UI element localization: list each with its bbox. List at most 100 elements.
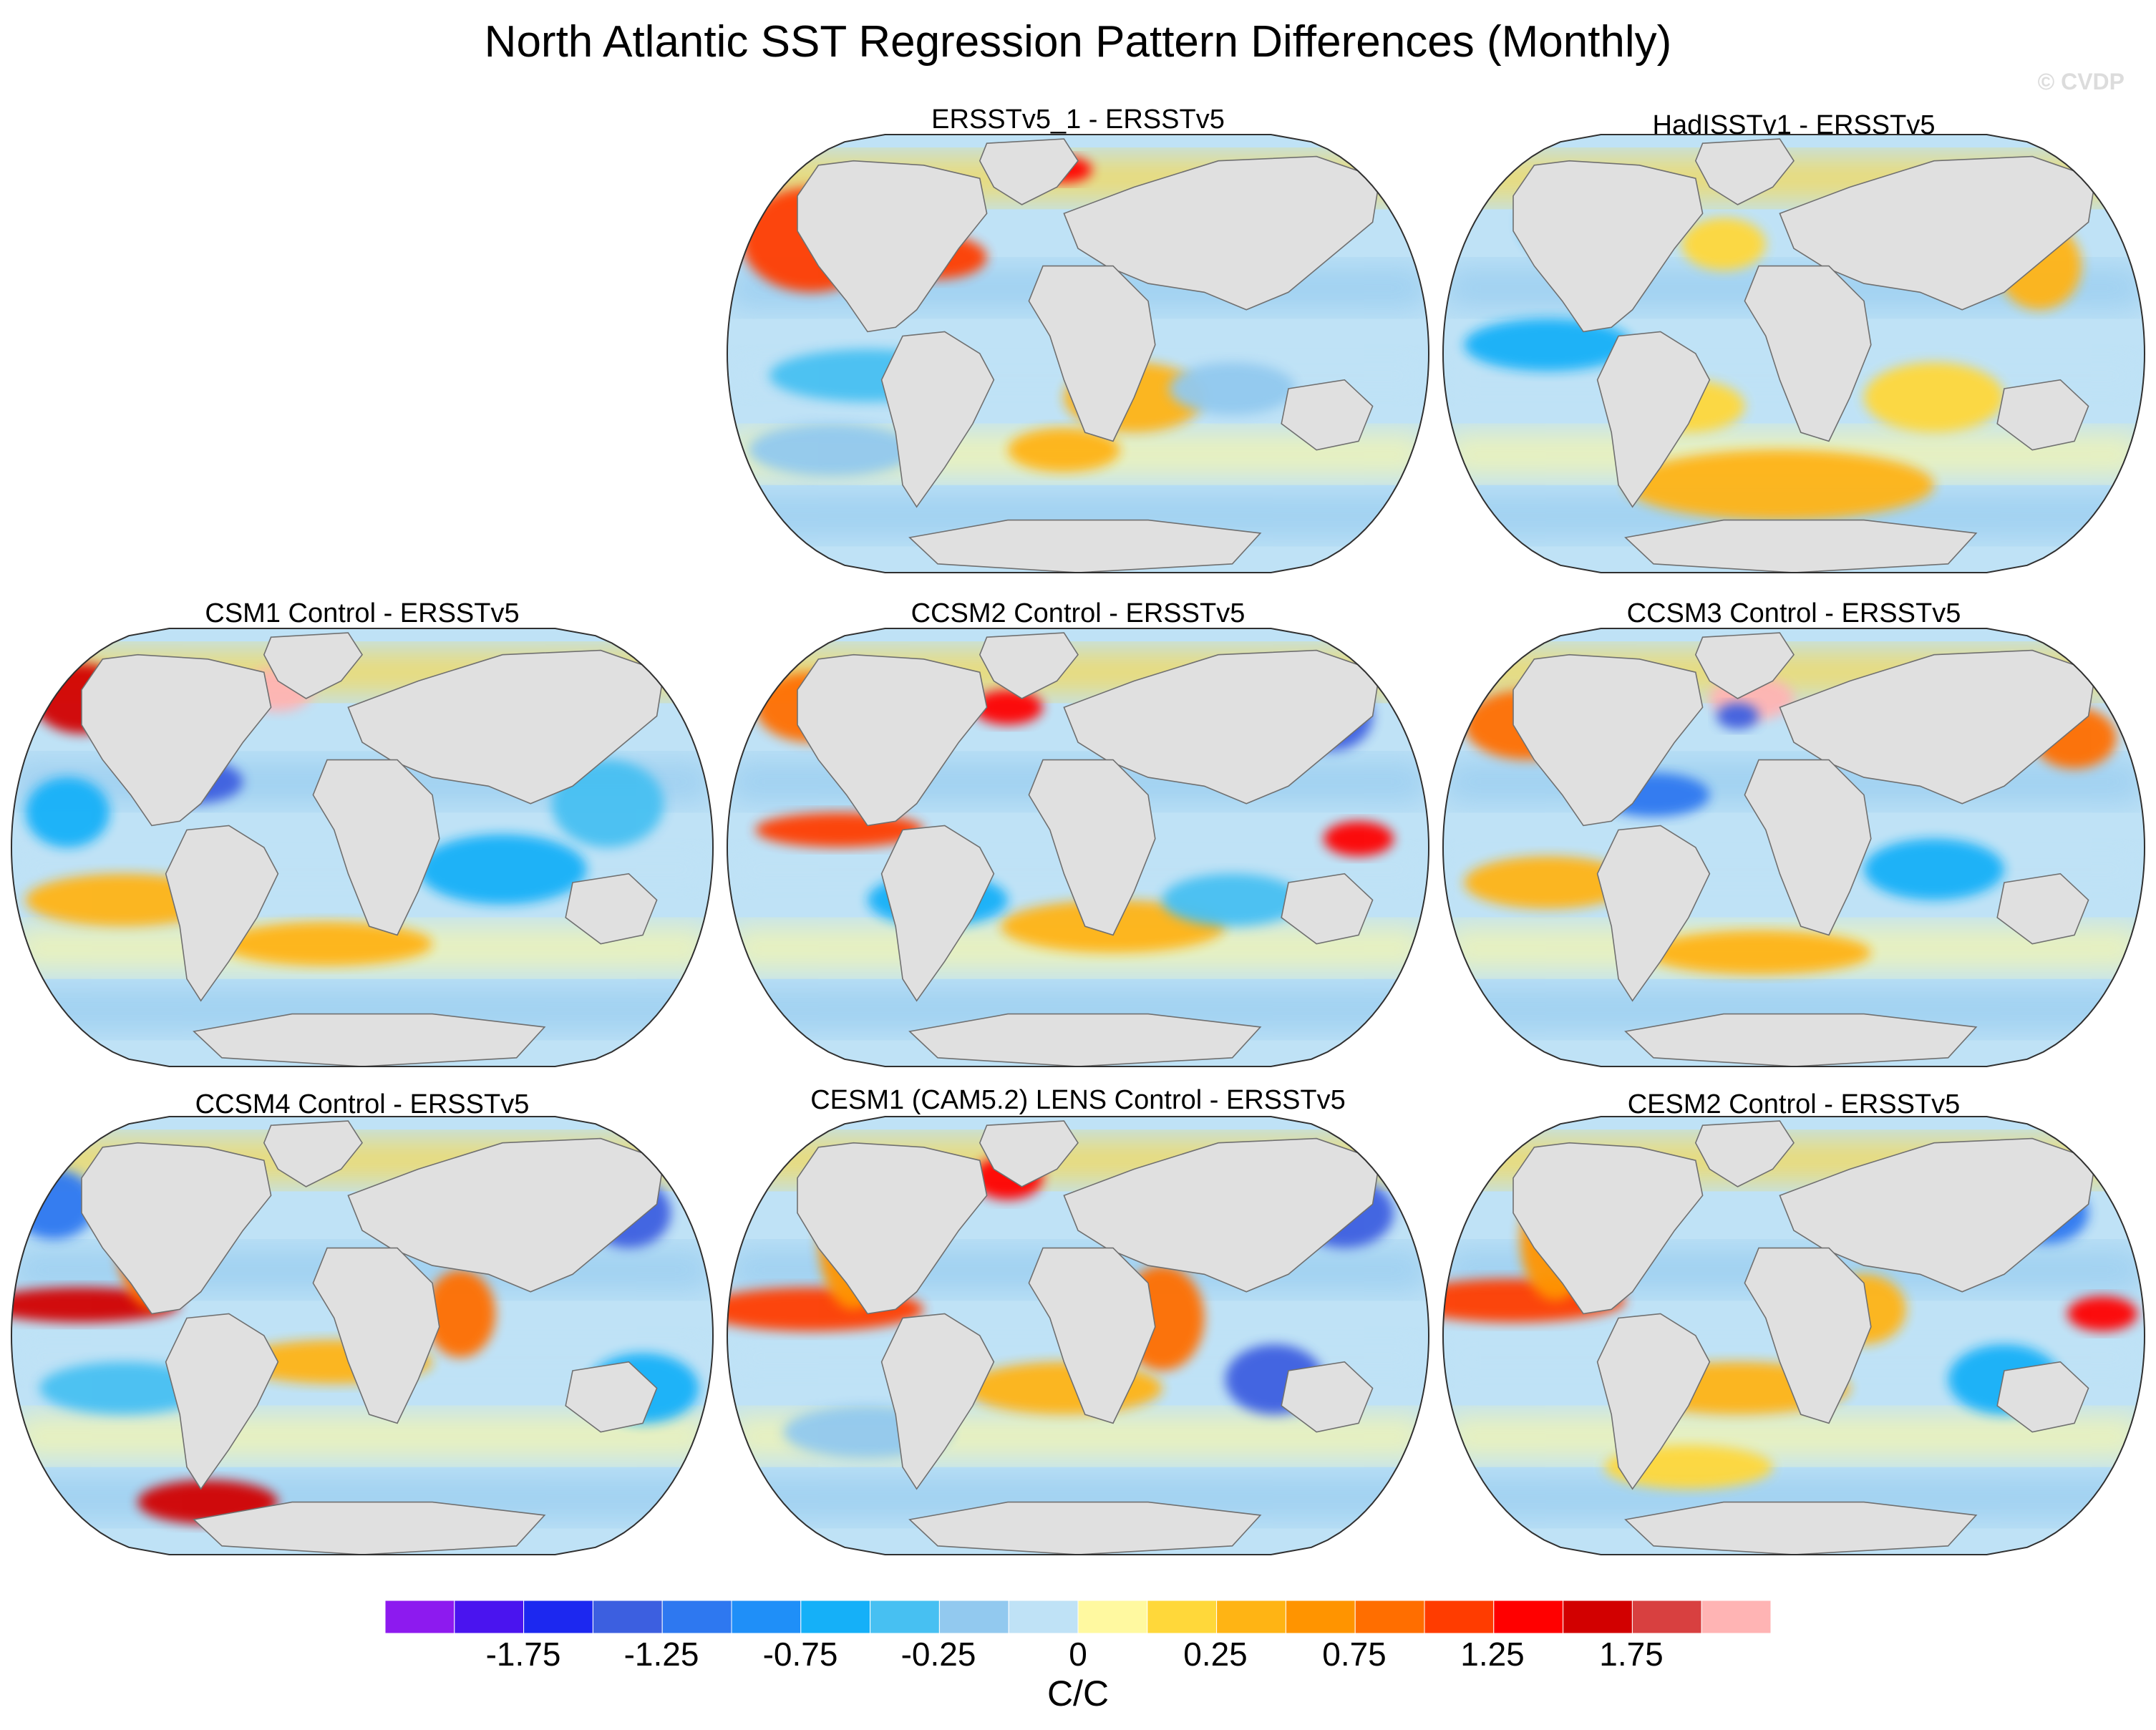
sst-anomaly-region (39, 1361, 208, 1415)
colorbar-box (1493, 1600, 1564, 1634)
colorbar-box (938, 1600, 1009, 1634)
colorbar-box (523, 1600, 593, 1634)
map-panels-layer (10, 134, 2146, 1555)
land-mass (565, 1361, 658, 1433)
sst-anomaly-region (1716, 703, 1759, 729)
colorbar-box (592, 1600, 663, 1634)
panel-title-cesm1-lens: CESM1 (CAM5.2) LENS Control - ERSSTv5 (810, 1085, 1346, 1115)
sst-anomaly-region (222, 922, 432, 966)
land-mass (263, 1120, 363, 1187)
sst-anomaly-region (1646, 930, 1871, 975)
land-mass (908, 1013, 1262, 1066)
map-border (1442, 628, 2146, 1067)
colorbar-tick-label: 1.75 (1599, 1636, 1664, 1673)
colorbar-box (1563, 1600, 1633, 1634)
colorbar-box (1424, 1600, 1495, 1634)
colorbar-tick-label: -0.75 (762, 1636, 838, 1673)
colorbar-box (731, 1600, 802, 1634)
sst-anomaly-region (1625, 449, 1934, 520)
panel-title-ccsm4: CCSM4 Control - ERSSTv5 (195, 1089, 530, 1119)
land-mass (908, 1501, 1262, 1555)
map-panel (10, 1116, 714, 1555)
land-mass (1694, 632, 1795, 699)
map-border (10, 1116, 714, 1555)
panel-title-csm1: CSM1 Control - ERSSTv5 (205, 598, 520, 628)
land-mass (1281, 873, 1374, 945)
land-mass (565, 873, 658, 945)
panel-title-cesm2: CESM2 Control - ERSSTv5 (1627, 1089, 1961, 1119)
land-mass (979, 1120, 1079, 1187)
land-mass (1281, 379, 1374, 451)
sst-anomaly-region (425, 1270, 496, 1358)
land-mass (1744, 265, 1872, 442)
land-mass (1512, 653, 1704, 827)
land-mass (1512, 160, 1704, 333)
map-panel (10, 628, 714, 1067)
colorbar-box (1216, 1600, 1286, 1634)
land-mass (908, 519, 1262, 573)
sst-anomaly-region (973, 689, 1043, 725)
land-mass (312, 1247, 440, 1424)
land-mass (797, 1142, 988, 1315)
colorbar-box (800, 1600, 871, 1634)
land-mass (880, 331, 995, 508)
land-mass (1596, 1313, 1711, 1490)
sst-anomaly-region (1464, 856, 1633, 909)
sst-anomaly-region (1162, 873, 1303, 927)
land-mass (81, 653, 272, 827)
colorbar-box (1631, 1600, 1702, 1634)
colorbar-tick-label: -1.75 (485, 1636, 561, 1673)
colorbar-box (1701, 1600, 1772, 1634)
colorbar-box (1147, 1600, 1218, 1634)
land-mass (1596, 825, 1711, 1002)
sst-anomaly-region (1169, 362, 1296, 415)
sst-anomaly-region (1324, 821, 1394, 857)
map-panel (1442, 628, 2146, 1067)
panel-title-ersstv5-1: ERSSTv5_1 - ERSSTv5 (931, 105, 1225, 135)
land-mass (193, 1013, 546, 1066)
land-mass (880, 1313, 995, 1490)
panel-title-hadisstv1: HadISSTv1 - ERSSTv5 (1652, 110, 1936, 140)
map-panel (726, 1116, 1430, 1555)
land-mass (979, 632, 1079, 699)
sst-anomaly-region (1864, 362, 2004, 433)
colorbar-box (1008, 1600, 1079, 1634)
land-mass (1624, 519, 1978, 573)
map-border (726, 134, 1430, 573)
panel-title-ccsm2: CCSM2 Control - ERSSTv5 (911, 598, 1245, 628)
colorbar-box (1354, 1600, 1425, 1634)
land-mass (193, 1501, 546, 1555)
land-mass (1744, 759, 1872, 936)
sst-anomaly-region (1464, 319, 1633, 371)
land-mass (1996, 1361, 2089, 1433)
map-border (1442, 134, 2146, 573)
colorbar-tick-label: 0.75 (1322, 1636, 1387, 1673)
land-mass (1996, 873, 2089, 945)
sst-anomaly-region (2067, 1296, 2138, 1331)
map-panel (726, 628, 1430, 1067)
sst-anomaly-region (748, 423, 917, 477)
cvdp-credit: © CVDP (2037, 69, 2125, 94)
land-mass (797, 160, 988, 333)
map-border (1442, 1116, 2146, 1555)
colorbar-box (384, 1600, 455, 1634)
colorbar-tick-label: -1.25 (623, 1636, 699, 1673)
colorbar-box (1077, 1600, 1148, 1634)
land-mass (81, 1142, 272, 1315)
land-mass (880, 825, 995, 1002)
land-mass (1694, 1120, 1795, 1187)
land-mass (165, 1313, 279, 1490)
map-border (726, 628, 1430, 1067)
colorbar-units: C/C (1047, 1673, 1109, 1714)
colorbar-box (454, 1600, 525, 1634)
figure-title: North Atlantic SST Regression Pattern Di… (484, 17, 1672, 67)
land-mass (1624, 1501, 1978, 1555)
land-mass (312, 759, 440, 936)
map-border (726, 1116, 1430, 1555)
colorbar-box (1285, 1600, 1356, 1634)
sst-anomaly-region (551, 759, 664, 848)
land-mass (1744, 1247, 1872, 1424)
sst-anomaly-region (25, 777, 110, 848)
panel-title-ccsm3: CCSM3 Control - ERSSTv5 (1626, 598, 1961, 628)
